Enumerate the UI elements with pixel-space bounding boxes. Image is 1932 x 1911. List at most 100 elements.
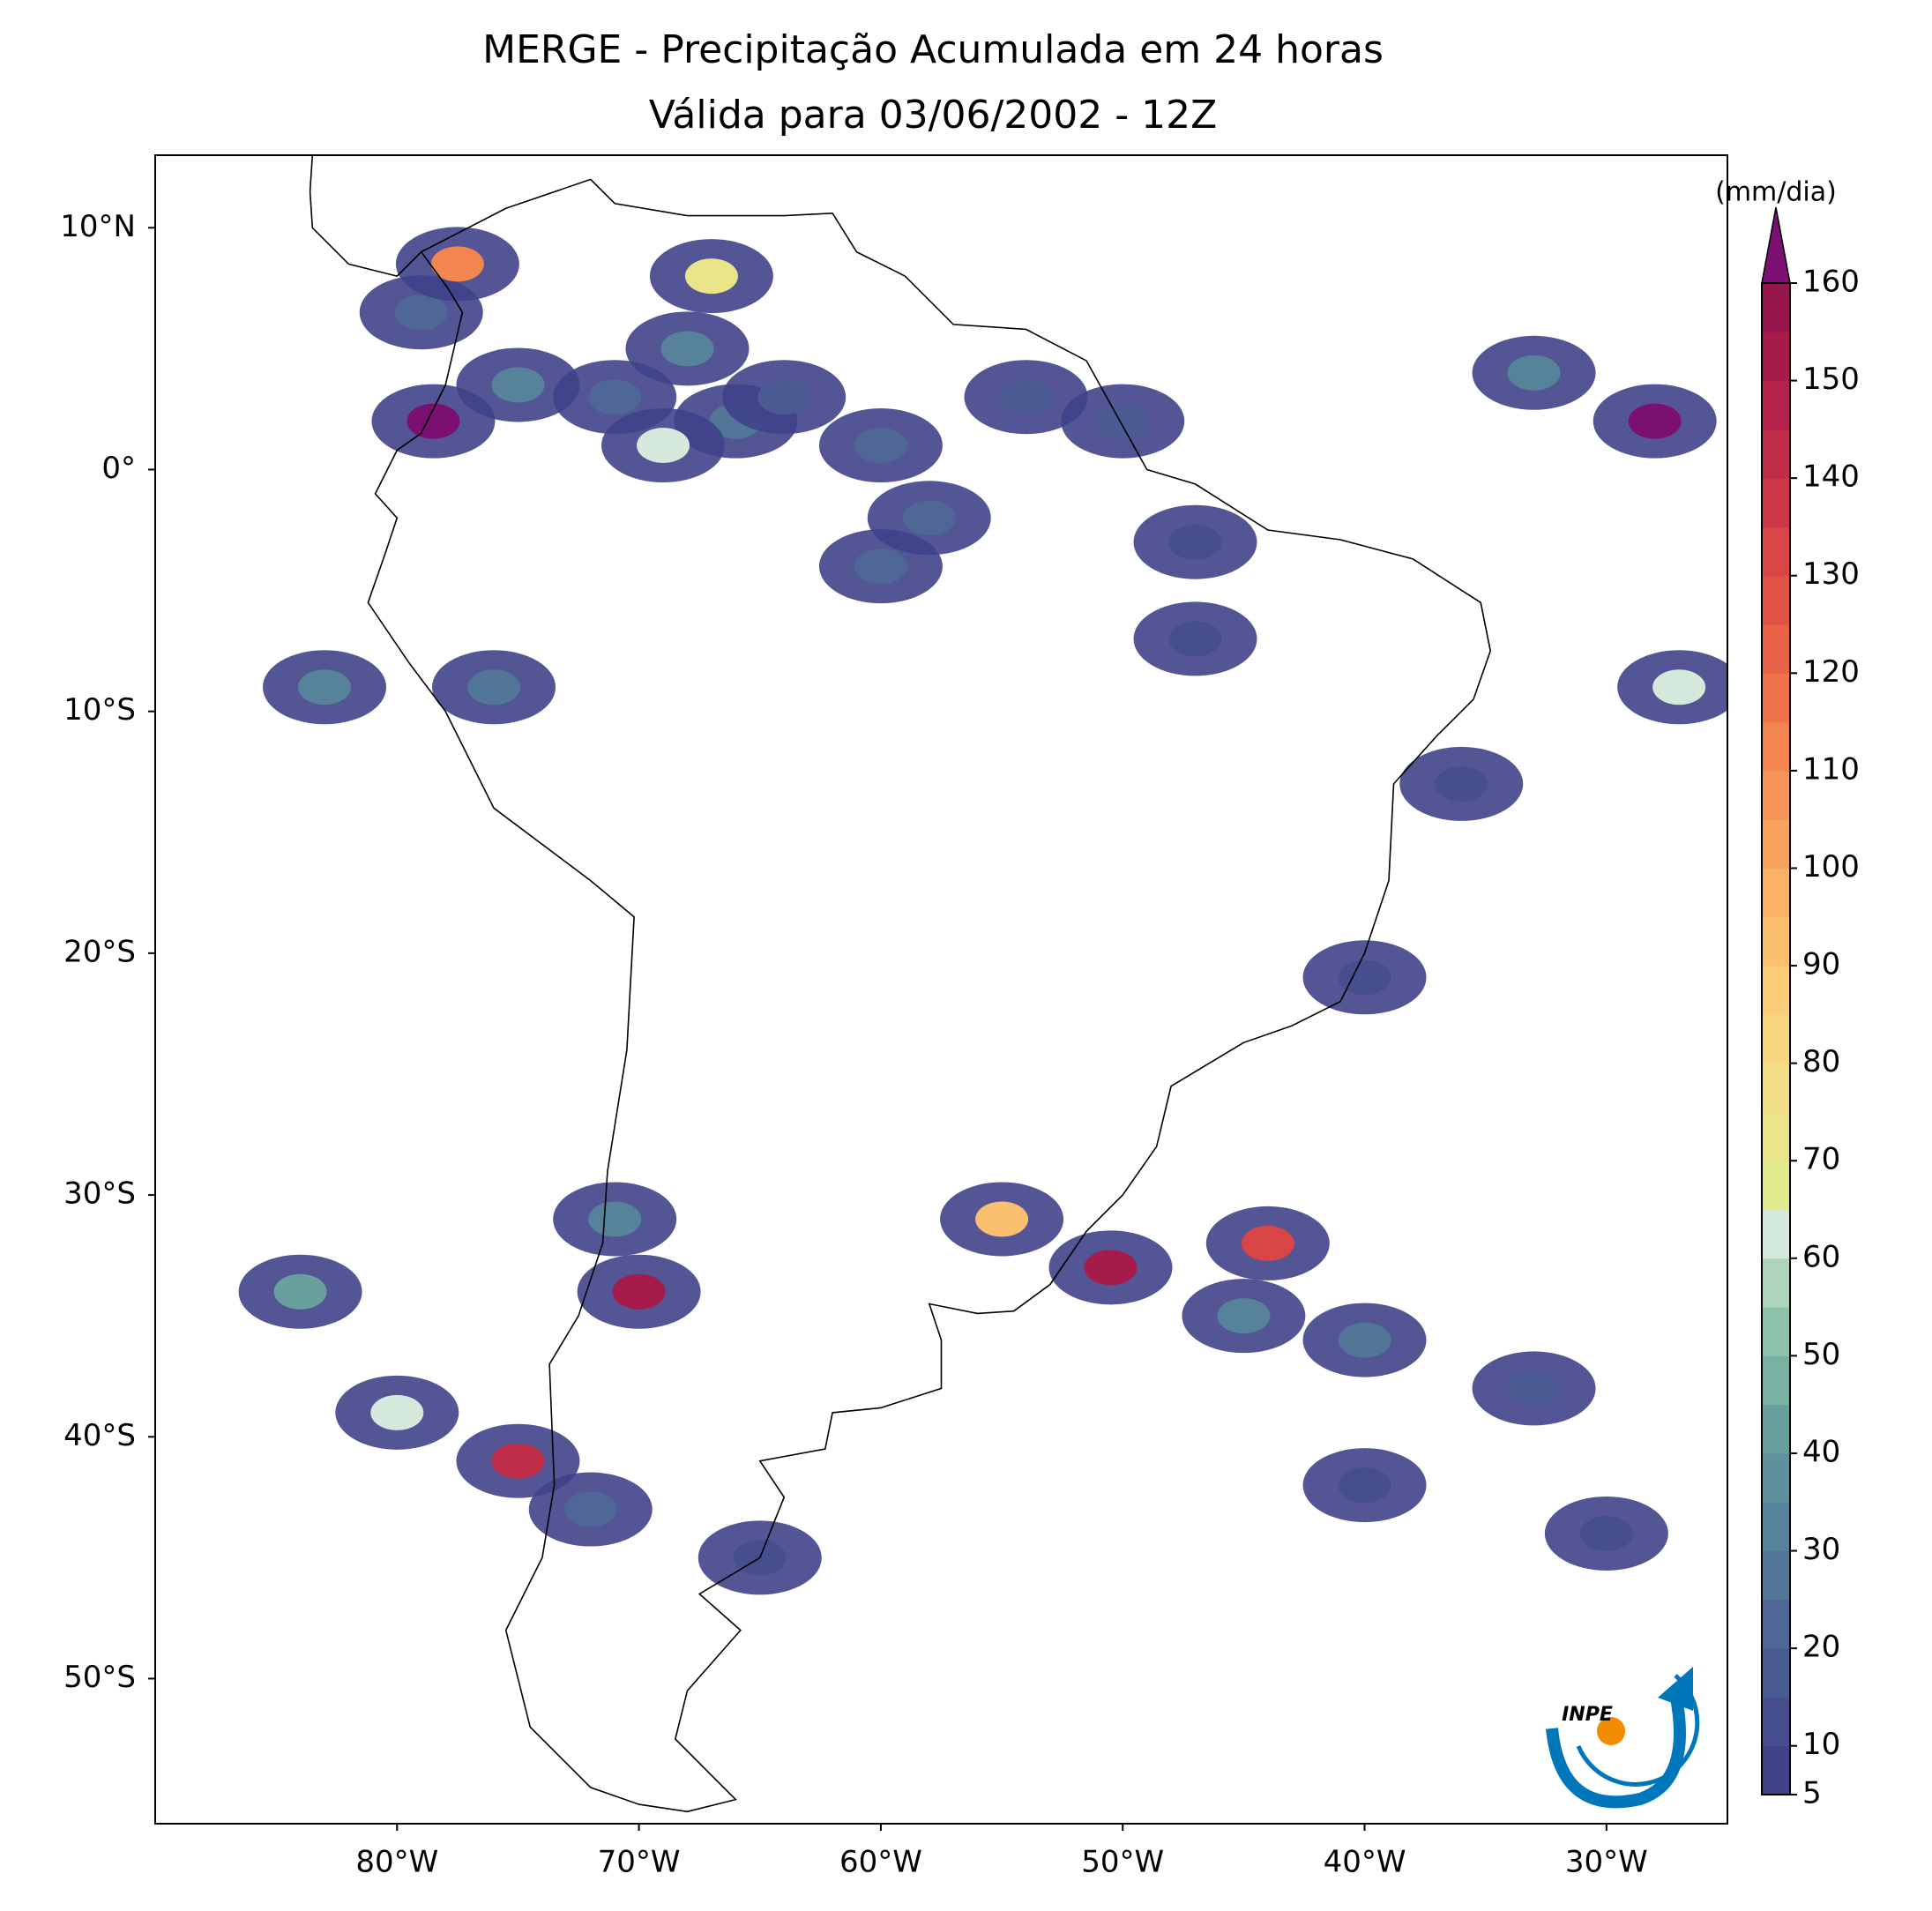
colorbar-segment [1762,673,1790,723]
x-tick-label: 60°W [839,1845,922,1880]
colorbar-segment [1762,819,1790,869]
logo-dot [1597,1717,1625,1745]
rain-cell [1241,1225,1294,1261]
colorbar-tick-label: 90 [1802,947,1840,982]
colorbar-tick-label: 150 [1802,362,1860,397]
rain-cell [1507,1370,1561,1407]
colorbar-segment [1762,1307,1790,1356]
colorbar-tick-label: 80 [1802,1044,1840,1079]
x-tick-label: 50°W [1081,1845,1164,1880]
x-tick-label: 30°W [1565,1845,1648,1880]
colorbar-extend [1761,206,1791,284]
colorbar-segment [1762,624,1790,674]
colorbar-segment [1762,575,1790,625]
colorbar-segment [1762,332,1790,382]
colorbar-tick-label: 100 [1802,849,1860,885]
colorbar-tick-label: 10 [1802,1727,1840,1762]
colorbar-segment [1762,1599,1790,1649]
y-tick-label: 20°S [63,934,136,969]
colorbar-tick-label: 60 [1802,1239,1840,1274]
rain-cell [491,1443,545,1479]
rain-cell [1084,1250,1138,1286]
rain-cell [757,379,811,415]
rain-cell [660,331,714,367]
rain-cell [430,246,484,282]
rain-cell [1579,1515,1633,1551]
rain-cell [1628,403,1682,439]
logo-text: INPE [1562,1704,1613,1726]
colorbar-segment [1762,526,1790,577]
colorbar-segment [1762,1355,1790,1406]
colorbar-tick-label: 120 [1802,654,1860,690]
rain-cell [902,500,956,536]
y-tick-label: 40°S [63,1418,136,1453]
rain-cell [273,1273,327,1310]
colorbar-tick-label: 160 [1802,265,1860,300]
logo: INPE [1522,1616,1712,1823]
colorbar-segment [1762,770,1790,820]
logo-swoosh [1546,1691,1686,1809]
rain-cell [467,669,521,705]
colorbar-segment [1762,1648,1790,1698]
plot-frame [154,154,1728,1825]
rain-cell [298,669,352,705]
y-tick-label: 30°S [63,1176,136,1212]
colorbar-tick-label: 40 [1802,1434,1840,1469]
colorbar-segment [1762,868,1790,918]
rain-cell [407,403,460,439]
x-tick-label: 80°W [355,1845,438,1880]
rain-cell [975,1201,1029,1237]
rain-cell [588,1201,642,1237]
colorbar-segment [1762,478,1790,527]
rain-cell [394,295,448,331]
colorbar-segment [1762,966,1790,1015]
colorbar-frame [1761,282,1791,1795]
colorbar-segment [1762,1209,1790,1259]
x-tick-label: 70°W [598,1845,681,1880]
rain-cell [370,1394,424,1430]
rain-cell [612,1273,666,1310]
colorbar-tick-label: 130 [1802,556,1860,592]
logo-arrow [1658,1667,1693,1711]
colorbar-segment [1762,1063,1790,1113]
colorbar-segment [1762,429,1790,479]
colorbar-segment [1762,916,1790,967]
y-tick-label: 10°N [60,209,136,244]
y-tick-label: 0° [101,451,136,486]
rain-cell [854,549,907,585]
rain-cell [854,428,907,464]
colorbar-tick-label: 70 [1802,1142,1840,1177]
rain-cell [1168,621,1222,657]
colorbar-tick-label: 5 [1802,1776,1822,1811]
rain-cell [1338,959,1391,996]
rain-cell [684,258,738,295]
rain-cell [491,367,545,403]
colorbar-segment [1762,1745,1790,1795]
colorbar-label: (mm/dia) [1715,177,1837,208]
rain-cell [563,1491,617,1527]
colorbar-segment [1762,1452,1790,1503]
rain-cell [1338,1467,1391,1504]
colorbar-segment [1762,1550,1790,1601]
colorbar-segment [1762,1404,1790,1454]
rain-cell [1507,355,1561,391]
rain-cell [1435,765,1488,802]
rain-cell [588,379,642,415]
x-tick-label: 40°W [1324,1845,1406,1880]
rain-cell [1096,403,1150,439]
rain-cell [1338,1322,1391,1358]
chart-title: MERGE - Precipitação Acumulada em 24 hor… [482,27,1384,72]
colorbar-tick-label: 50 [1802,1337,1840,1372]
colorbar-segment [1762,1111,1790,1161]
colorbar-tick-label: 20 [1802,1630,1840,1665]
y-tick-label: 50°S [63,1660,136,1695]
colorbar-segment [1762,283,1790,332]
rain-cell [1168,524,1222,560]
coastline [309,154,1492,1813]
colorbar-segment [1762,1258,1790,1308]
chart-subtitle: Válida para 03/06/2002 - 12Z [649,93,1218,138]
colorbar-tick-label: 110 [1802,751,1860,787]
rain-cell [999,379,1053,415]
colorbar-segment [1762,1014,1790,1064]
